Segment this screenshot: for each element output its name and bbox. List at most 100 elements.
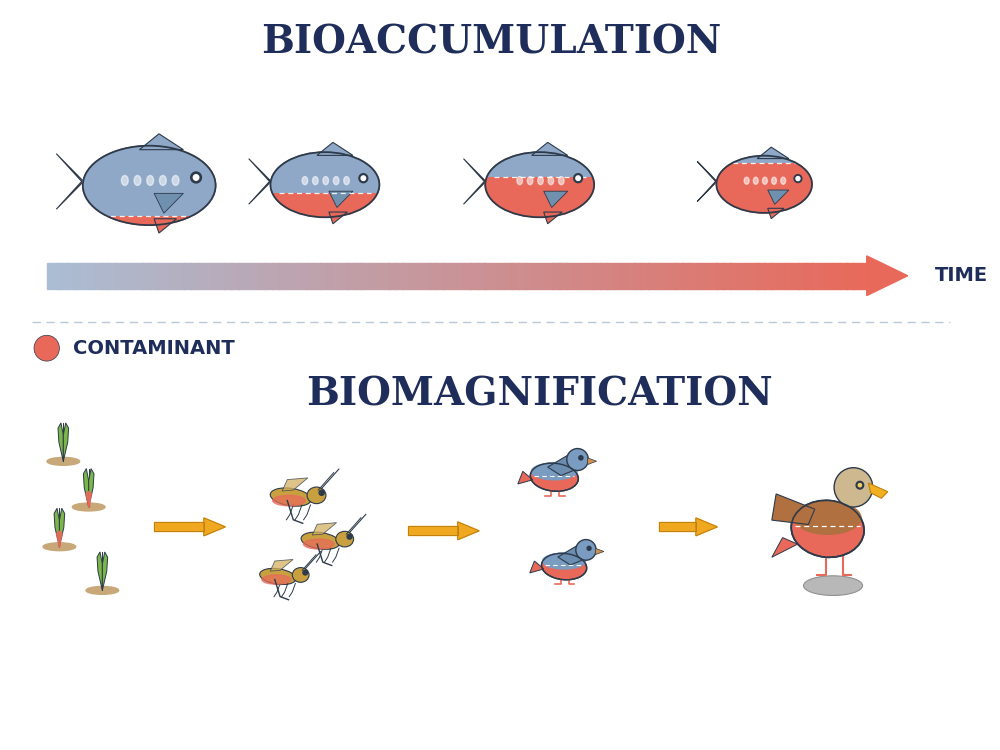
- Bar: [115, 262, 122, 289]
- Bar: [408, 526, 458, 536]
- Polygon shape: [282, 478, 308, 491]
- Polygon shape: [458, 522, 479, 540]
- Bar: [853, 262, 860, 289]
- Bar: [484, 262, 491, 289]
- Bar: [659, 523, 696, 531]
- Bar: [641, 262, 649, 289]
- Bar: [792, 262, 799, 289]
- Bar: [785, 262, 792, 289]
- Polygon shape: [463, 182, 486, 204]
- Polygon shape: [544, 191, 568, 208]
- Polygon shape: [329, 212, 347, 223]
- Bar: [197, 262, 204, 289]
- Bar: [573, 262, 580, 289]
- Polygon shape: [772, 494, 815, 524]
- Bar: [819, 262, 826, 289]
- Ellipse shape: [538, 176, 543, 184]
- Bar: [703, 262, 710, 289]
- Bar: [156, 262, 163, 289]
- Ellipse shape: [716, 156, 812, 213]
- Polygon shape: [56, 182, 84, 209]
- Polygon shape: [270, 560, 293, 571]
- Polygon shape: [204, 518, 225, 536]
- Polygon shape: [697, 182, 717, 202]
- Polygon shape: [544, 212, 562, 223]
- Bar: [361, 262, 368, 289]
- Bar: [464, 262, 471, 289]
- Polygon shape: [463, 159, 486, 182]
- Circle shape: [361, 176, 366, 181]
- Ellipse shape: [43, 543, 76, 550]
- Bar: [300, 262, 307, 289]
- Bar: [539, 262, 546, 289]
- Bar: [101, 262, 109, 289]
- Circle shape: [319, 490, 324, 495]
- Bar: [142, 262, 150, 289]
- Circle shape: [359, 174, 368, 183]
- Bar: [662, 262, 669, 289]
- Bar: [429, 262, 437, 289]
- Bar: [170, 262, 177, 289]
- Ellipse shape: [543, 553, 586, 569]
- Bar: [723, 262, 731, 289]
- Circle shape: [574, 174, 583, 183]
- Polygon shape: [249, 182, 271, 204]
- Ellipse shape: [303, 539, 334, 549]
- Circle shape: [567, 448, 588, 470]
- Bar: [218, 262, 225, 289]
- Polygon shape: [56, 531, 59, 547]
- Bar: [154, 523, 204, 531]
- Ellipse shape: [558, 176, 564, 184]
- Ellipse shape: [307, 487, 326, 504]
- Bar: [737, 262, 744, 289]
- Polygon shape: [558, 546, 586, 565]
- Ellipse shape: [517, 176, 522, 184]
- Ellipse shape: [270, 152, 379, 217]
- Circle shape: [579, 456, 583, 460]
- Polygon shape: [154, 194, 183, 213]
- Polygon shape: [772, 538, 798, 557]
- Bar: [593, 262, 601, 289]
- Polygon shape: [86, 491, 89, 507]
- Circle shape: [34, 335, 59, 361]
- Bar: [74, 262, 81, 289]
- Ellipse shape: [270, 488, 311, 506]
- Ellipse shape: [47, 458, 80, 465]
- Bar: [457, 262, 464, 289]
- Bar: [129, 262, 136, 289]
- Polygon shape: [83, 469, 89, 507]
- Polygon shape: [768, 190, 789, 204]
- Ellipse shape: [532, 463, 577, 480]
- Polygon shape: [768, 209, 784, 218]
- Bar: [839, 262, 847, 289]
- Ellipse shape: [527, 176, 533, 184]
- Polygon shape: [595, 548, 604, 555]
- Polygon shape: [249, 159, 271, 182]
- Ellipse shape: [273, 495, 305, 506]
- Bar: [224, 262, 232, 289]
- Bar: [423, 262, 430, 289]
- Ellipse shape: [147, 176, 154, 185]
- Bar: [149, 262, 157, 289]
- Ellipse shape: [323, 176, 329, 184]
- Bar: [470, 262, 478, 289]
- Bar: [511, 262, 519, 289]
- Bar: [587, 262, 594, 289]
- Bar: [375, 262, 382, 289]
- Bar: [183, 262, 191, 289]
- Bar: [682, 262, 690, 289]
- Polygon shape: [312, 523, 337, 535]
- Circle shape: [834, 468, 873, 507]
- Text: TIME: TIME: [935, 266, 988, 285]
- Polygon shape: [89, 469, 94, 507]
- Bar: [552, 262, 560, 289]
- Bar: [245, 262, 252, 289]
- Bar: [710, 262, 717, 289]
- Ellipse shape: [794, 502, 861, 534]
- Bar: [744, 262, 751, 289]
- Text: BIOMAGNIFICATION: BIOMAGNIFICATION: [306, 376, 773, 414]
- Polygon shape: [317, 142, 353, 155]
- Ellipse shape: [744, 177, 749, 184]
- Polygon shape: [696, 518, 717, 536]
- Circle shape: [193, 175, 199, 180]
